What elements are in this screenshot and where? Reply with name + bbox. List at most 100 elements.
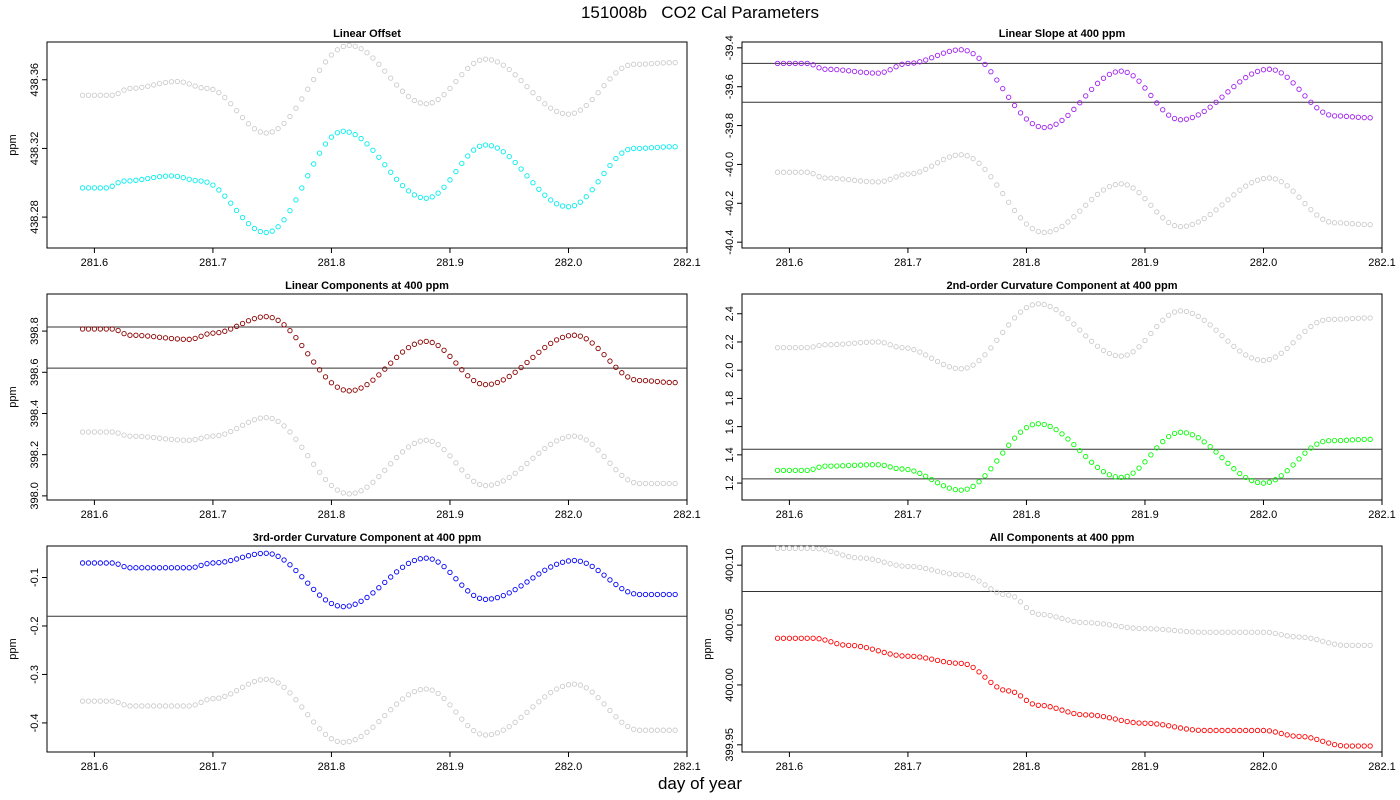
data-point <box>1284 183 1290 189</box>
data-point <box>863 644 870 651</box>
data-point <box>257 228 263 235</box>
data-point <box>976 160 982 166</box>
data-point <box>222 431 228 437</box>
data-point <box>917 169 923 175</box>
data-point <box>976 479 982 485</box>
data-point <box>192 177 198 184</box>
data-point <box>1243 183 1249 189</box>
data-point <box>613 581 619 588</box>
data-point <box>1148 330 1154 337</box>
data-point <box>465 722 471 729</box>
data-point <box>863 555 870 561</box>
data-point <box>595 90 601 96</box>
data-point <box>1011 207 1018 214</box>
data-point <box>654 591 661 598</box>
data-point <box>1100 347 1107 354</box>
data-point <box>1017 110 1024 116</box>
data-point <box>881 559 887 565</box>
data-point <box>482 596 489 602</box>
y-axis-label: ppm <box>7 638 19 659</box>
data-point <box>121 563 127 570</box>
data-point <box>405 560 412 567</box>
data-point <box>899 61 905 67</box>
data-point <box>1166 433 1172 440</box>
data-point <box>322 597 329 603</box>
data-point <box>328 600 335 607</box>
data-point <box>1337 642 1344 648</box>
data-point <box>553 561 560 567</box>
data-point <box>553 201 560 207</box>
data-point <box>1053 227 1059 233</box>
data-point <box>399 182 406 189</box>
data-point <box>1160 215 1166 221</box>
data-point <box>506 723 512 730</box>
data-point <box>583 194 589 200</box>
y-tick-label: -0.4 <box>29 713 41 732</box>
data-point <box>109 92 115 98</box>
data-point <box>851 462 858 468</box>
data-point <box>1254 68 1261 75</box>
data-point <box>1213 327 1219 333</box>
data-point <box>488 482 495 488</box>
data-point <box>322 731 329 738</box>
data-point <box>459 582 465 588</box>
data-point <box>127 178 133 184</box>
data-point <box>334 487 341 493</box>
x-tick-label: 282.0 <box>555 257 583 269</box>
data-series <box>774 47 1373 131</box>
data-point <box>447 453 453 459</box>
data-point <box>553 337 560 343</box>
data-point <box>180 437 186 443</box>
data-point <box>382 467 388 473</box>
data-point <box>1272 354 1278 360</box>
data-point <box>370 147 376 153</box>
data-point <box>1029 609 1036 616</box>
data-point <box>269 314 275 321</box>
data-point <box>1142 337 1148 344</box>
data-point <box>352 601 358 607</box>
data-point <box>328 134 335 140</box>
data-point <box>1254 629 1261 635</box>
data-point <box>571 202 578 209</box>
data-point <box>857 462 864 468</box>
data-point <box>559 334 566 340</box>
data-point <box>780 635 787 641</box>
data-point <box>542 694 548 700</box>
data-point <box>846 340 852 347</box>
data-point <box>1136 625 1142 632</box>
data-point <box>293 105 299 111</box>
data-point <box>1189 114 1196 121</box>
data-point <box>1314 636 1320 643</box>
data-point <box>952 486 958 493</box>
data-point <box>530 704 536 710</box>
data-point <box>382 713 388 719</box>
data-point <box>151 333 157 340</box>
data-point <box>1361 221 1367 228</box>
data-point <box>216 432 222 439</box>
data-point <box>780 344 787 351</box>
data-point <box>186 81 192 87</box>
y-tick-label: 398.2 <box>29 441 41 469</box>
data-point <box>316 592 323 598</box>
data-point <box>911 653 917 660</box>
data-point <box>447 353 453 359</box>
data-point <box>1094 343 1101 349</box>
data-point <box>840 67 846 73</box>
data-point <box>1083 712 1089 718</box>
data-point <box>216 89 222 96</box>
data-point <box>1237 629 1243 635</box>
data-point <box>792 169 798 175</box>
data-point <box>798 545 804 552</box>
data-point <box>1248 355 1255 361</box>
data-point <box>192 702 198 708</box>
data-point <box>958 47 964 53</box>
data-point <box>1248 727 1255 734</box>
data-point <box>435 559 441 565</box>
data-point <box>115 699 121 705</box>
data-point <box>180 565 186 571</box>
data-point <box>476 57 483 63</box>
data-point <box>851 554 858 561</box>
data-point <box>804 169 810 175</box>
data-point <box>786 60 793 67</box>
data-point <box>204 179 210 185</box>
